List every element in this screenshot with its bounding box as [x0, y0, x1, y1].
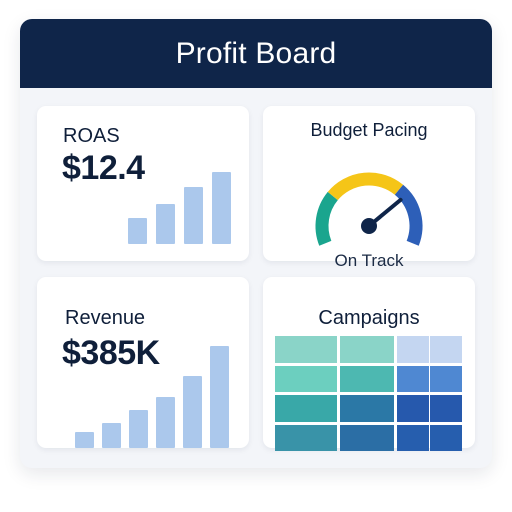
- heatmap-cell: [340, 336, 394, 363]
- revenue-bar: [75, 432, 94, 448]
- revenue-card[interactable]: Revenue $385K: [37, 277, 249, 448]
- heatmap-cell: [397, 336, 429, 363]
- gauge-arc-low: [315, 191, 339, 246]
- roas-label: ROAS: [63, 125, 120, 147]
- heatmap-cell: [340, 365, 394, 392]
- roas-value: $12.4: [62, 149, 145, 187]
- heatmap-cell: [275, 395, 337, 422]
- budget-pacing-card[interactable]: Budget Pacing On Track: [263, 106, 475, 270]
- profit-board: Profit Board ROAS $12.4 Budget Pacing On…: [20, 19, 492, 468]
- pacing-gauge: [315, 172, 423, 246]
- gauge-arc-mid: [327, 172, 404, 201]
- revenue-bar-chart: [75, 346, 233, 448]
- revenue-bar: [102, 423, 121, 448]
- heatmap-cell: [430, 424, 462, 451]
- gauge-arc-high: [394, 184, 423, 246]
- campaigns-label: Campaigns: [318, 307, 420, 329]
- roas-bar: [212, 172, 231, 244]
- gauge-hub: [361, 218, 377, 234]
- heatmap-cell: [397, 424, 429, 451]
- budget-pacing-label: Budget Pacing: [310, 120, 428, 140]
- heatmap-cell: [397, 395, 429, 422]
- heatmap-cell: [275, 336, 337, 363]
- heatmap-cell: [340, 424, 394, 451]
- roas-bar-chart: [128, 172, 233, 244]
- heatmap-cell: [340, 395, 394, 422]
- revenue-bar: [129, 410, 148, 448]
- roas-bar: [184, 187, 203, 244]
- roas-bar: [128, 218, 147, 244]
- board-title: Profit Board: [20, 19, 492, 88]
- heatmap-cell: [430, 395, 462, 422]
- heatmap-cell: [430, 365, 462, 392]
- roas-card[interactable]: ROAS $12.4: [37, 106, 249, 261]
- revenue-bar: [210, 346, 229, 448]
- revenue-bar: [183, 376, 202, 448]
- revenue-value: $385K: [62, 334, 160, 372]
- heatmap-cell: [275, 424, 337, 451]
- pacing-status: On Track: [334, 251, 404, 270]
- revenue-label: Revenue: [65, 307, 146, 329]
- revenue-bar: [156, 397, 175, 448]
- roas-bar: [156, 204, 175, 244]
- heatmap-cell: [397, 365, 429, 392]
- heatmap-cell: [430, 336, 462, 363]
- campaigns-heatmap: [275, 336, 462, 452]
- heatmap-cell: [275, 365, 337, 392]
- campaigns-card[interactable]: Campaigns: [263, 277, 475, 451]
